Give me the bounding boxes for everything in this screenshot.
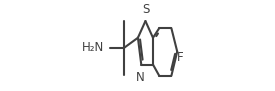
Text: S: S: [142, 3, 149, 16]
Text: N: N: [136, 71, 144, 84]
Text: H₂N: H₂N: [82, 41, 104, 54]
Text: F: F: [177, 51, 184, 64]
